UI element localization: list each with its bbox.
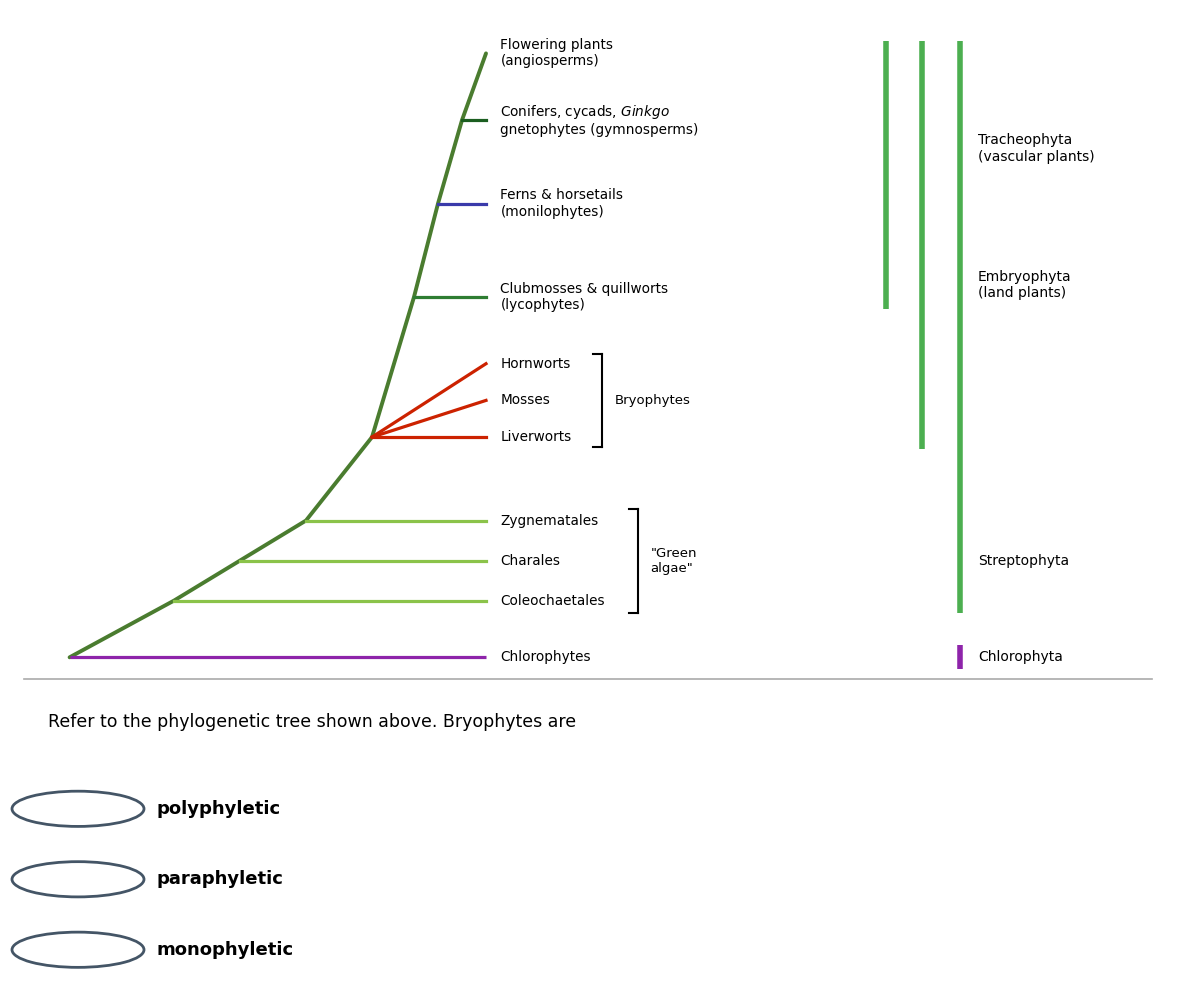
Text: Mosses: Mosses <box>500 393 551 407</box>
Text: Flowering plants
(angiosperms): Flowering plants (angiosperms) <box>500 38 613 68</box>
Text: paraphyletic: paraphyletic <box>156 870 283 888</box>
Text: Chlorophyta: Chlorophyta <box>978 651 1063 665</box>
Text: Charales: Charales <box>500 554 560 568</box>
Text: Hornworts: Hornworts <box>500 356 571 370</box>
Text: Tracheophyta
(vascular plants): Tracheophyta (vascular plants) <box>978 133 1094 163</box>
Text: Bryophytes: Bryophytes <box>614 394 690 406</box>
Text: Refer to the phylogenetic tree shown above. Bryophytes are: Refer to the phylogenetic tree shown abo… <box>48 713 576 731</box>
Text: Ferns & horsetails
(monilophytes): Ferns & horsetails (monilophytes) <box>500 188 624 218</box>
Text: monophyletic: monophyletic <box>156 941 293 959</box>
Text: Conifers, cycads, $\it{Ginkgo}$
gnetophytes (gymnosperms): Conifers, cycads, $\it{Ginkgo}$ gnetophy… <box>500 103 698 137</box>
Text: polyphyletic: polyphyletic <box>156 800 280 818</box>
Text: Streptophyta: Streptophyta <box>978 554 1069 568</box>
Text: Coleochaetales: Coleochaetales <box>500 594 605 608</box>
Text: Clubmosses & quillworts
(lycophytes): Clubmosses & quillworts (lycophytes) <box>500 282 668 312</box>
Text: Zygnematales: Zygnematales <box>500 514 599 528</box>
Text: Liverworts: Liverworts <box>500 430 571 444</box>
Text: Embryophyta
(land plants): Embryophyta (land plants) <box>978 270 1072 300</box>
Text: "Green
algae": "Green algae" <box>650 547 697 575</box>
Text: Chlorophytes: Chlorophytes <box>500 651 592 665</box>
